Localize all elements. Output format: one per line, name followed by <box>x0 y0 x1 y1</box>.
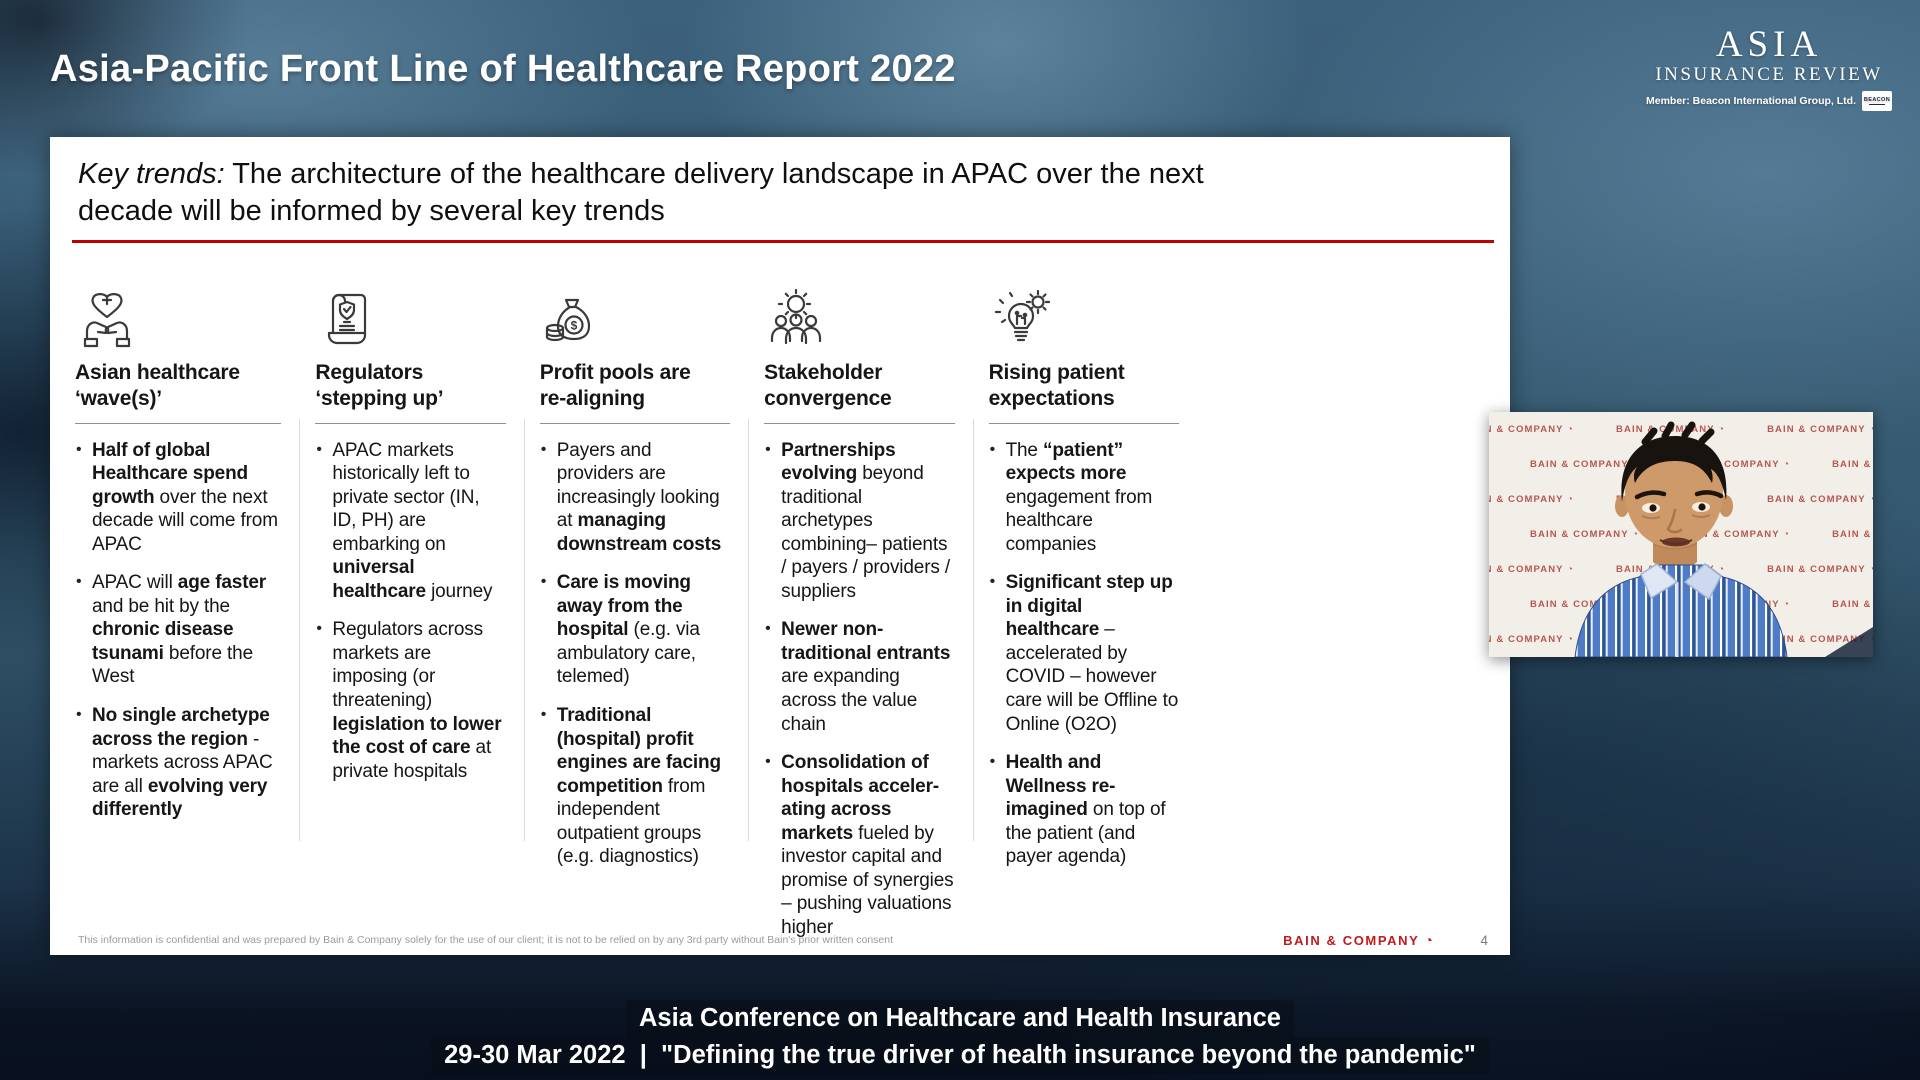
column-bullets: Half of global Healthcare spend growth o… <box>75 439 281 822</box>
column-title: Profit pools are re-aligning <box>539 360 731 424</box>
bullet-item: APAC will age faster and be hit by the c… <box>75 571 281 689</box>
bullet-item: Newer non-traditional entrants are expan… <box>764 618 954 736</box>
presentation-slide: Key trends: The architecture of the heal… <box>50 137 1510 955</box>
trend-column: Regulators ‘stepping up’ APAC markets his… <box>299 287 523 855</box>
column-bullets: Payers and providers are increasingly lo… <box>540 439 730 869</box>
column-bullets: The “patient” expects more engagement fr… <box>989 439 1179 869</box>
watermark-row: BAIN & COMPANY ◔BAIN & COMPANY ◔BAIN & C… <box>1530 529 1873 540</box>
bullet-item: Partnerships evolving beyond traditional… <box>764 439 954 604</box>
text-segment: universal healthcare <box>332 557 426 602</box>
hands-heart-icon <box>75 287 281 351</box>
text-segment: APAC markets historically left to privat… <box>332 439 480 555</box>
asia-insurance-review-logo: ASIA INSURANCE REVIEW Member: Beacon Int… <box>1644 26 1894 111</box>
bullet-item: The “patient” expects more engagement fr… <box>989 439 1179 557</box>
slide-heading-rest: The architecture of the healthcare deliv… <box>78 158 1204 227</box>
bullet-item: Traditional (hospital) profit engines ar… <box>540 704 730 869</box>
text-segment: – accelerated by COVID – however care wi… <box>1005 619 1179 735</box>
text-segment: legislation to lower the cost of care <box>332 713 502 759</box>
confidentiality-disclaimer: This information is confidential and was… <box>78 934 894 946</box>
trend-column: Rising patient expectations The “patient”… <box>972 287 1197 867</box>
text-segment: APAC will <box>92 572 178 594</box>
text-segment: (e.g. via ambulatory care, telemed) <box>556 619 700 688</box>
speaker-portrait <box>1574 421 1873 657</box>
bulb-gear-icon <box>989 287 1179 351</box>
text-segment: chronic disease tsunami <box>92 619 234 664</box>
text-segment: from independent outpatient groups (e.g.… <box>556 775 706 868</box>
trend-column: Asian healthcare ‘wave(s)’ Half of global… <box>75 287 299 855</box>
text-segment: at private hospitals <box>332 737 492 782</box>
text-segment: evolving very differently <box>92 775 268 821</box>
bullet-item: Significant step up in digital healthcar… <box>989 571 1179 736</box>
bain-arc-icon: ◔ <box>1424 932 1435 948</box>
text-segment: managing downstream costs <box>556 510 722 555</box>
bullet-item: Half of global Healthcare spend growth o… <box>75 439 281 557</box>
text-segment: and be hit by the <box>92 595 230 617</box>
conference-caption: Asia Conference on Healthcare and Health… <box>0 999 1920 1074</box>
text-segment: Consolidation of hospitals acceler-ating… <box>781 752 939 844</box>
text-segment: “patient” expects more <box>1005 439 1127 485</box>
text-segment: engagement from healthcare companies <box>1005 486 1153 555</box>
bullet-item: Care is moving away from the hospital (e… <box>540 571 730 689</box>
logo-line-asia: ASIA <box>1715 24 1823 65</box>
caption-line-2: 29-30 Mar 2022 | "Defining the true driv… <box>431 1036 1489 1074</box>
text-segment: fueled by investor capital and promise o… <box>781 822 954 938</box>
logo-line-insurance-review: INSURANCE REVIEW <box>1655 64 1883 85</box>
text-segment: Half of global Healthcare spend growth <box>92 439 248 508</box>
watermark-row: BAIN & COMPANY ◔BAIN & COMPANY ◔BAIN & C… <box>1530 459 1873 470</box>
page-title: Asia-Pacific Front Line of Healthcare Re… <box>50 48 956 90</box>
trend-column: Stakeholder convergence Partnerships evol… <box>748 287 972 938</box>
logo-member-line: Member: Beacon International Group, Ltd.… <box>1644 91 1894 111</box>
text-segment: The <box>1005 439 1043 461</box>
bullet-item: APAC markets historically left to privat… <box>315 439 505 604</box>
text-segment: beyond traditional archetypes combining–… <box>781 463 950 602</box>
text-segment: journey <box>425 580 493 602</box>
slide-heading: Key trends: The architecture of the heal… <box>78 156 1206 230</box>
text-segment: Care is moving away from the hospital <box>556 572 691 641</box>
trend-columns: Asian healthcare ‘wave(s)’ Half of global… <box>75 287 1197 938</box>
bullet-item: Payers and providers are increasingly lo… <box>540 439 730 557</box>
column-title: Regulators ‘stepping up’ <box>315 360 506 424</box>
text-segment: Regulators across markets are imposing (… <box>332 619 483 711</box>
text-segment: over the next decade will come from APAC <box>92 486 278 555</box>
bullet-item: Health and Wellness re-imagined on top o… <box>989 751 1179 869</box>
text-segment: Traditional (hospital) profit engines ar… <box>556 704 721 797</box>
text-segment: - markets across APAC are all <box>92 728 273 797</box>
text-segment: are expanding across the value chain <box>781 666 918 735</box>
text-segment: Significant step up in digital healthcar… <box>1005 572 1173 641</box>
svg-text:$: $ <box>570 319 577 333</box>
text-segment: Payers and providers are increasingly lo… <box>556 439 720 532</box>
text-segment: before the West <box>92 642 253 688</box>
column-title: Rising patient expectations <box>988 360 1179 424</box>
speaker-webcam[interactable]: BAIN & COMPANY ◔BAIN & COMPANY ◔BAIN & C… <box>1489 412 1873 657</box>
text-segment: Partnerships evolving <box>781 439 896 485</box>
slide-footer: This information is confidential and was… <box>78 932 1488 948</box>
text-segment: age faster <box>177 572 267 594</box>
beacon-badge-icon: BEACON <box>1862 91 1892 111</box>
trend-column: $ Profit pools are re-aligning Payers and… <box>523 287 748 867</box>
column-bullets: APAC markets historically left to privat… <box>315 439 505 784</box>
heading-divider-rule <box>72 240 1494 243</box>
scroll-shield-icon <box>315 287 505 351</box>
people-gears-icon <box>764 287 954 351</box>
bullet-item: No single archetype across the region - … <box>75 704 281 822</box>
bullet-item: Consolidation of hospitals acceler-ating… <box>764 751 954 939</box>
column-bullets: Partnerships evolving beyond traditional… <box>764 439 954 940</box>
money-bag-icon: $ <box>540 287 730 351</box>
logo-member-text: Member: Beacon International Group, Ltd. <box>1645 95 1856 107</box>
column-title: Asian healthcare ‘wave(s)’ <box>75 360 282 424</box>
text-segment: on top of the patient (and payer agenda) <box>1005 799 1166 868</box>
bain-company-logo: BAIN & COMPANY ◔ <box>1283 932 1435 948</box>
bullet-item: Regulators across markets are imposing (… <box>315 618 505 783</box>
slide-heading-lead: Key trends: <box>78 158 225 190</box>
text-segment: Newer non-traditional entrants <box>781 619 951 664</box>
text-segment: Health and Wellness re-imagined <box>1005 752 1116 821</box>
column-title: Stakeholder convergence <box>764 360 955 424</box>
caption-line-1: Asia Conference on Healthcare and Health… <box>626 999 1294 1037</box>
text-segment: No single archetype across the region <box>92 704 270 750</box>
slide-page-number: 4 <box>1480 932 1488 948</box>
